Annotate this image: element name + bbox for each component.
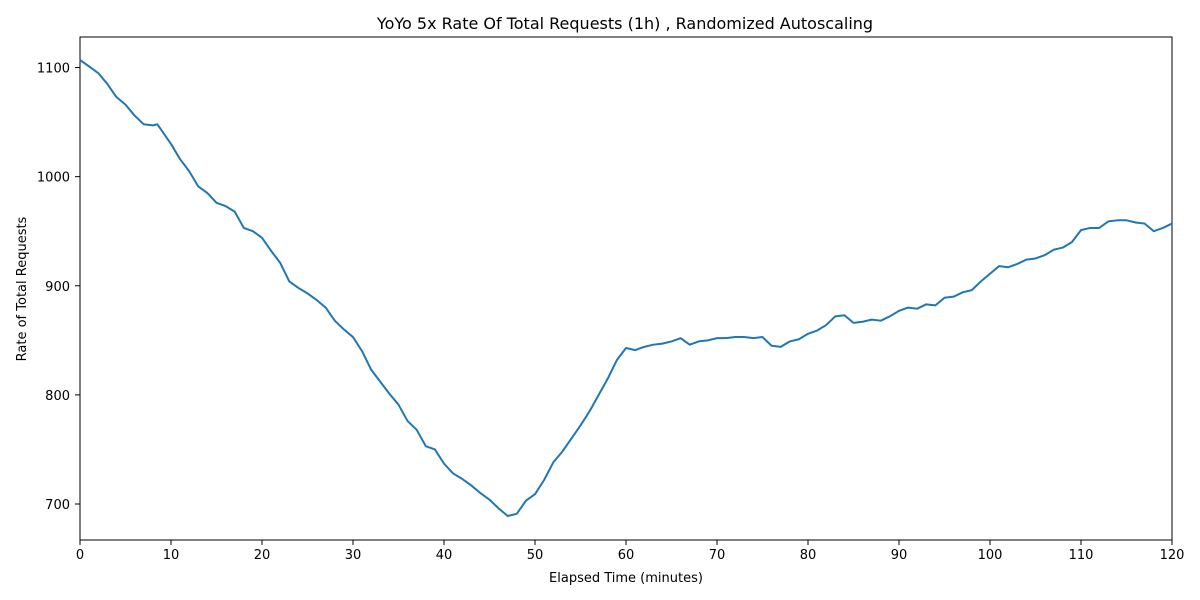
x-axis-label: Elapsed Time (minutes) — [549, 571, 703, 586]
y-tick-label: 900 — [45, 280, 70, 295]
x-tick-label: 40 — [436, 548, 453, 563]
y-tick-label: 700 — [45, 498, 70, 513]
x-tick-label: 110 — [1069, 548, 1094, 563]
x-tick-label: 30 — [345, 548, 362, 563]
y-axis-label: Rate of Total Requests — [15, 216, 30, 361]
plot-area — [79, 36, 1173, 541]
x-tick-label: 60 — [618, 548, 635, 563]
x-axis: 0 10 20 30 40 50 60 70 80 90 100 110 120 — [76, 540, 1185, 563]
x-tick-label: 90 — [891, 548, 908, 563]
y-tick-label: 800 — [45, 389, 70, 404]
x-tick-label: 100 — [978, 548, 1003, 563]
x-tick-label: 20 — [254, 548, 271, 563]
x-tick-label: 50 — [527, 548, 544, 563]
x-tick-label: 80 — [800, 548, 817, 563]
y-axis: 700 800 900 1000 1100 — [37, 62, 80, 513]
y-tick-label: 1100 — [37, 62, 70, 77]
x-tick-label: 0 — [76, 548, 84, 563]
y-tick-label: 1000 — [37, 171, 70, 186]
x-tick-label: 120 — [1160, 548, 1185, 563]
series-line — [79, 59, 1173, 517]
plot-frame — [79, 36, 1173, 541]
x-tick-label: 70 — [709, 548, 726, 563]
x-tick-label: 10 — [163, 548, 180, 563]
chart-title: YoYo 5x Rate Of Total Requests (1h) , Ra… — [376, 14, 873, 33]
